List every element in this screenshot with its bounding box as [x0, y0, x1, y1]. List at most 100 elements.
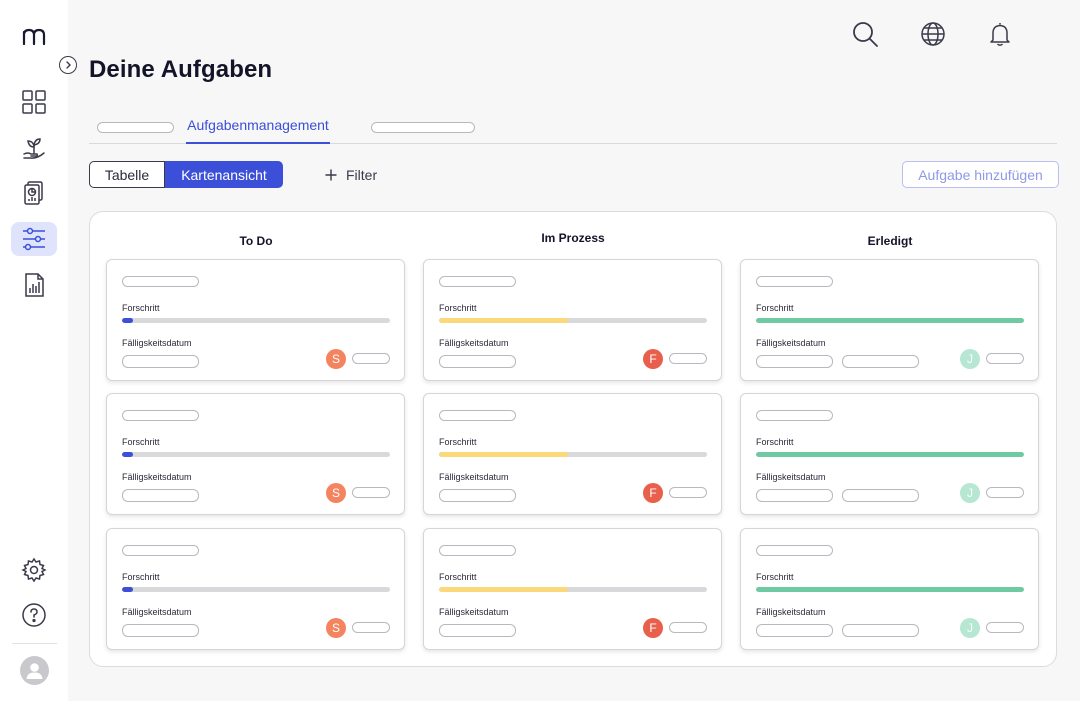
- progress-label: Forschritt: [122, 572, 160, 582]
- tab-placeholder[interactable]: [97, 122, 174, 133]
- progress-bar: [439, 318, 707, 323]
- task-title-placeholder: [439, 410, 516, 421]
- assignee-avatar[interactable]: J: [960, 483, 980, 503]
- due-date-placeholder: [756, 489, 833, 502]
- task-title-placeholder: [756, 410, 833, 421]
- bell-icon[interactable]: [986, 20, 1014, 48]
- sidebar-item-settings-tasks[interactable]: [11, 222, 57, 256]
- assignee-name-placeholder: [986, 487, 1024, 498]
- assignee-name-placeholder: [352, 487, 390, 498]
- progress-fill: [439, 452, 568, 457]
- task-card[interactable]: Forschritt Fälligskeitsdatum S: [106, 259, 405, 381]
- task-card[interactable]: Forschritt Fälligskeitsdatum F: [423, 528, 722, 650]
- due-date-placeholder: [439, 355, 516, 368]
- task-card[interactable]: Forschritt Fälligskeitsdatum J: [740, 528, 1039, 650]
- assignee-avatar[interactable]: F: [643, 349, 663, 369]
- progress-label: Forschritt: [439, 437, 477, 447]
- progress-fill: [756, 318, 1024, 323]
- sidebar-item-settings[interactable]: [11, 553, 57, 587]
- assignee-avatar[interactable]: J: [960, 618, 980, 638]
- due-date-label: Fälligskeitsdatum: [122, 472, 192, 482]
- assignee-name-placeholder: [669, 622, 707, 633]
- progress-label: Forschritt: [439, 303, 477, 313]
- tab-task-management[interactable]: Aufgabenmanagement: [186, 117, 330, 144]
- progress-bar: [756, 587, 1024, 592]
- assignee-avatar[interactable]: J: [960, 349, 980, 369]
- date-range-placeholder: [842, 489, 919, 502]
- task-title-placeholder: [439, 545, 516, 556]
- task-card[interactable]: Forschritt Fälligskeitsdatum J: [740, 393, 1039, 515]
- task-card[interactable]: Forschritt Fälligskeitsdatum F: [423, 393, 722, 515]
- task-title-placeholder: [122, 410, 199, 421]
- globe-icon[interactable]: [919, 20, 947, 48]
- due-date-placeholder: [122, 355, 199, 368]
- assignee-name-placeholder: [352, 622, 390, 633]
- due-date-label: Fälligskeitsdatum: [122, 338, 192, 348]
- progress-fill: [122, 318, 133, 323]
- task-card[interactable]: Forschritt Fälligskeitsdatum J: [740, 259, 1039, 381]
- progress-label: Forschritt: [122, 303, 160, 313]
- gear-icon: [21, 557, 47, 583]
- due-date-placeholder: [439, 624, 516, 637]
- table-view-button[interactable]: Tabelle: [89, 161, 165, 188]
- tab-placeholder[interactable]: [371, 122, 475, 133]
- assignee-avatar[interactable]: F: [643, 618, 663, 638]
- due-date-label: Fälligskeitsdatum: [439, 472, 509, 482]
- task-title-placeholder: [122, 545, 199, 556]
- progress-fill: [439, 318, 568, 323]
- progress-fill: [122, 587, 133, 592]
- progress-bar: [756, 318, 1024, 323]
- assignee-name-placeholder: [986, 353, 1024, 364]
- progress-fill: [439, 587, 568, 592]
- progress-bar: [122, 452, 390, 457]
- card-view-button[interactable]: Kartenansicht: [165, 161, 283, 188]
- due-date-placeholder: [756, 355, 833, 368]
- progress-label: Forschritt: [756, 303, 794, 313]
- search-icon[interactable]: [851, 20, 879, 48]
- progress-bar: [122, 318, 390, 323]
- date-range-placeholder: [842, 355, 919, 368]
- sidebar-item-reports[interactable]: [11, 176, 57, 210]
- due-date-label: Fälligskeitsdatum: [756, 472, 826, 482]
- task-title-placeholder: [439, 276, 516, 287]
- add-task-button[interactable]: Aufgabe hinzufügen: [902, 161, 1059, 188]
- due-date-placeholder: [756, 624, 833, 637]
- view-toggle: Tabelle Kartenansicht: [89, 161, 283, 188]
- filter-button[interactable]: Filter: [324, 165, 377, 185]
- plus-icon: [325, 169, 337, 181]
- due-date-label: Fälligskeitsdatum: [756, 338, 826, 348]
- sidebar-item-dashboard[interactable]: [11, 85, 57, 119]
- sidebar-item-growth[interactable]: [11, 131, 57, 165]
- assignee-name-placeholder: [352, 353, 390, 364]
- column-title: Erledigt: [867, 234, 913, 248]
- chevron-right-icon: [66, 61, 71, 69]
- column-title: To Do: [239, 234, 273, 248]
- assignee-avatar[interactable]: S: [326, 483, 346, 503]
- progress-fill: [756, 452, 1024, 457]
- assignee-avatar[interactable]: F: [643, 483, 663, 503]
- task-card[interactable]: Forschritt Fälligskeitsdatum F: [423, 259, 722, 381]
- date-range-placeholder: [842, 624, 919, 637]
- assignee-avatar[interactable]: S: [326, 618, 346, 638]
- sidebar-item-help[interactable]: [11, 598, 57, 632]
- assignee-name-placeholder: [986, 622, 1024, 633]
- avatar[interactable]: [20, 656, 49, 685]
- due-date-placeholder: [439, 489, 516, 502]
- task-title-placeholder: [756, 276, 833, 287]
- assignee-avatar[interactable]: S: [326, 349, 346, 369]
- task-card[interactable]: Forschritt Fälligskeitsdatum S: [106, 393, 405, 515]
- progress-fill: [122, 452, 133, 457]
- sliders-icon: [23, 227, 45, 251]
- progress-bar: [756, 452, 1024, 457]
- app-logo[interactable]: [22, 22, 48, 48]
- sidebar-toggle-button[interactable]: [59, 56, 77, 74]
- user-avatar-icon: [26, 663, 43, 679]
- due-date-label: Fälligskeitsdatum: [756, 607, 826, 617]
- sidebar-item-analytics[interactable]: [11, 268, 57, 302]
- due-date-label: Fälligskeitsdatum: [122, 607, 192, 617]
- tab-bar: Aufgabenmanagement: [89, 112, 1057, 144]
- progress-fill: [756, 587, 1024, 592]
- due-date-label: Fälligskeitsdatum: [439, 338, 509, 348]
- task-card[interactable]: Forschritt Fälligskeitsdatum S: [106, 528, 405, 650]
- help-icon: [22, 603, 46, 627]
